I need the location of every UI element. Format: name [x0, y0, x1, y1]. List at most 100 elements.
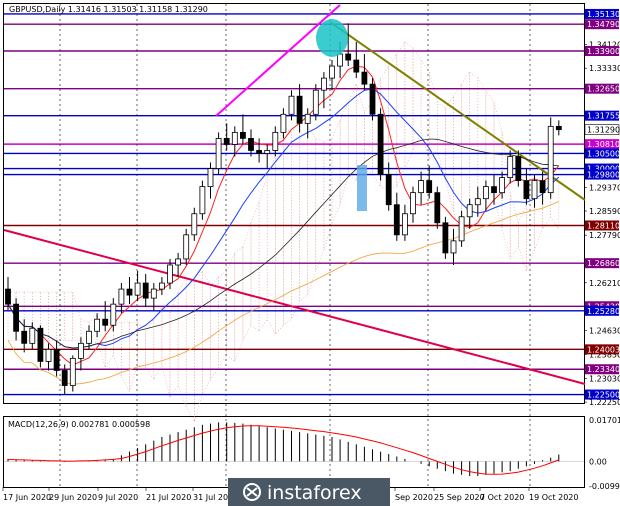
- level-tag-label: 1.34790: [587, 20, 620, 29]
- candle: [393, 192, 400, 241]
- candle-body: [507, 156, 514, 178]
- candle: [280, 108, 287, 139]
- candle-body: [37, 327, 44, 362]
- x-tick-label: 17 Jun 2020: [3, 493, 51, 502]
- candle: [555, 120, 562, 136]
- candle-body: [523, 180, 530, 200]
- level-price-tag: 1.31755: [585, 110, 620, 121]
- candle: [361, 54, 368, 91]
- level-tag-label: 1.30810: [587, 140, 620, 149]
- candle-body: [385, 174, 392, 206]
- candle-body: [199, 186, 206, 215]
- candle-body: [175, 258, 182, 266]
- cloud-segment: [307, 125, 317, 296]
- candle: [21, 319, 28, 353]
- candle-body: [361, 71, 368, 85]
- candle: [418, 171, 425, 205]
- cloud-segment: [388, 53, 398, 191]
- cloud-segment: [169, 291, 179, 399]
- ma-orange-line: [7, 201, 559, 385]
- level-price-tag: 1.30810: [585, 139, 620, 150]
- y-tick-label: 1.23830: [589, 350, 620, 359]
- level-price-tag: 1.35130: [585, 8, 620, 19]
- x-tick-label: 31 Jul 2020: [193, 493, 238, 502]
- candle: [183, 228, 190, 265]
- level-tag-label: 1.29800: [587, 171, 620, 180]
- x-tick-label: Sep 2020: [395, 493, 433, 502]
- candle-body: [434, 192, 441, 224]
- level-tag-bg: [585, 163, 619, 174]
- candle: [53, 340, 60, 377]
- candle-body: [280, 113, 287, 133]
- candle: [231, 126, 238, 157]
- cloud-segment: [258, 174, 268, 333]
- candle-body: [248, 138, 254, 151]
- cloud-segment: [137, 321, 146, 368]
- x-tick-label: 29 Jun 2020: [49, 493, 97, 502]
- y-tick-label: 1.28590: [589, 207, 620, 216]
- level-price-tag: 1.22500: [585, 389, 620, 400]
- top-highlight-circle: [316, 19, 348, 57]
- watermark-box: [228, 478, 390, 506]
- macd-signal-line: [7, 425, 559, 475]
- level-tag-label: 1.31755: [587, 112, 620, 121]
- candle-body: [345, 53, 352, 61]
- magenta-trendline: [215, 4, 341, 117]
- level-tag-bg: [585, 364, 619, 375]
- cloud-segment: [299, 119, 309, 302]
- candle-body: [215, 138, 222, 169]
- candle: [118, 283, 125, 314]
- level-price-tag: 1.26860: [585, 258, 620, 269]
- level-tag-bg: [585, 83, 619, 94]
- candle: [207, 162, 214, 199]
- candle-body: [329, 65, 335, 79]
- candle-body: [167, 264, 173, 284]
- candle-body: [296, 95, 303, 124]
- candle-body: [442, 222, 449, 254]
- candle: [248, 129, 254, 157]
- candle: [345, 23, 352, 67]
- cloud-segment: [202, 270, 211, 395]
- y-tick-label: 1.29370: [589, 184, 620, 193]
- level-price-tag: 1.23340: [585, 364, 620, 375]
- level-price-tag: 1.34790: [585, 19, 620, 30]
- candle-body: [102, 318, 109, 326]
- candle: [385, 162, 392, 211]
- candle-body: [466, 204, 473, 218]
- candle: [296, 84, 303, 133]
- level-price-tag: 1.33900: [585, 46, 620, 57]
- candle-body: [53, 348, 60, 371]
- cloud-segment: [469, 71, 479, 220]
- candle: [491, 174, 497, 205]
- candle: [13, 298, 20, 341]
- level-tag-label: 1.23340: [587, 365, 620, 374]
- level-tag-label: 1.24003: [587, 345, 620, 354]
- candle: [126, 277, 133, 305]
- level-price-tag: 1.25280: [585, 305, 620, 316]
- level-tag-label: 1.22500: [587, 391, 620, 400]
- candle-body: [256, 150, 263, 154]
- level-tag-bg: [585, 169, 619, 180]
- candle-body: [223, 138, 230, 145]
- candle: [442, 216, 449, 259]
- level-tag-bg: [585, 148, 619, 159]
- current-price-bg: [584, 124, 620, 135]
- level-tag-label: 1.28110: [587, 221, 620, 230]
- candle: [110, 298, 117, 332]
- cloud-segment: [250, 201, 260, 332]
- cloud-segment: [145, 318, 155, 381]
- candle-body: [320, 77, 327, 91]
- level-price-tag: 1.30500: [585, 148, 620, 159]
- candle-body: [401, 213, 408, 236]
- candle-body: [499, 177, 506, 194]
- candle: [458, 210, 465, 247]
- y-tick-label: 1.34120: [589, 40, 620, 49]
- candle: [158, 277, 165, 296]
- candle: [199, 180, 206, 220]
- candle: [466, 198, 473, 229]
- candle-body: [555, 125, 562, 131]
- candle-body: [264, 150, 271, 154]
- x-tick-label: 25 Sep 2020: [434, 493, 485, 502]
- candle-body: [78, 342, 84, 359]
- candle-body: [377, 113, 384, 175]
